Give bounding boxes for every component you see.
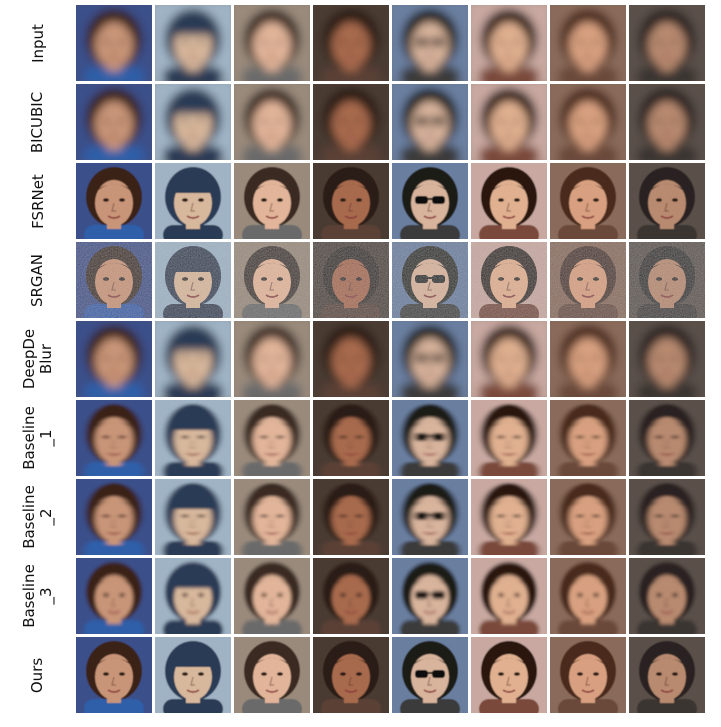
face-image: [550, 242, 626, 318]
face-image: [234, 321, 310, 397]
face-image: [629, 163, 705, 239]
face-image: [471, 400, 547, 476]
face-image: [313, 321, 389, 397]
row-label: FSRNet: [0, 163, 76, 239]
face-image: [234, 479, 310, 555]
row-label: Baseline _2: [0, 479, 76, 555]
face-image: [392, 84, 468, 160]
row-label-text: Ours: [28, 657, 47, 693]
face-image: [155, 558, 231, 634]
face-image: [629, 321, 705, 397]
face-image: [392, 5, 468, 81]
row-label-text: Baseline _2: [19, 485, 55, 549]
face-image: [471, 163, 547, 239]
face-image: [471, 637, 547, 713]
face-image: [629, 637, 705, 713]
face-image: [629, 84, 705, 160]
face-image: [550, 637, 626, 713]
row-label: Baseline _3: [0, 558, 76, 634]
face-image: [313, 5, 389, 81]
face-image: [313, 479, 389, 555]
row-label: DeepDe Blur: [0, 321, 76, 397]
face-image: [313, 558, 389, 634]
row-label-text: SRGAN: [28, 253, 47, 307]
face-image: [313, 163, 389, 239]
face-image: [471, 5, 547, 81]
row-label: Input: [0, 5, 76, 81]
face-image: [392, 637, 468, 713]
face-image: [76, 84, 152, 160]
face-image: [629, 558, 705, 634]
face-image: [313, 84, 389, 160]
face-image: [392, 321, 468, 397]
face-image: [234, 400, 310, 476]
row-label: Ours: [0, 637, 76, 713]
face-image: [471, 558, 547, 634]
face-image: [234, 637, 310, 713]
face-image: [76, 242, 152, 318]
row-label-text: Baseline _1: [19, 406, 55, 470]
face-image: [234, 242, 310, 318]
face-image: [155, 84, 231, 160]
face-image: [629, 5, 705, 81]
row-label-text: Input: [28, 23, 47, 63]
face-image: [76, 400, 152, 476]
row-label: SRGAN: [0, 242, 76, 318]
face-image: [392, 163, 468, 239]
face-image: [629, 400, 705, 476]
face-image: [550, 5, 626, 81]
face-image: [550, 163, 626, 239]
row-label-text: BICUBIC: [28, 91, 47, 153]
row-label-text: FSRNet: [28, 173, 47, 229]
face-image: [155, 163, 231, 239]
face-image: [550, 558, 626, 634]
face-image: [155, 479, 231, 555]
face-image: [550, 479, 626, 555]
face-image: [629, 242, 705, 318]
face-image: [76, 5, 152, 81]
face-image: [155, 321, 231, 397]
face-image: [234, 5, 310, 81]
face-image: [155, 5, 231, 81]
face-image: [76, 558, 152, 634]
face-image: [234, 84, 310, 160]
face-image: [471, 321, 547, 397]
face-image: [392, 242, 468, 318]
face-image: [392, 400, 468, 476]
face-image: [313, 242, 389, 318]
face-image: [76, 637, 152, 713]
face-image: [550, 321, 626, 397]
row-label-text: Baseline _3: [19, 564, 55, 628]
face-image: [234, 163, 310, 239]
face-image: [76, 479, 152, 555]
face-image: [471, 84, 547, 160]
face-image: [313, 400, 389, 476]
face-image: [76, 163, 152, 239]
row-label: BICUBIC: [0, 84, 76, 160]
face-image: [550, 84, 626, 160]
row-label: Baseline _1: [0, 400, 76, 476]
face-image: [392, 479, 468, 555]
face-image: [392, 558, 468, 634]
face-image: [76, 321, 152, 397]
face-image: [550, 400, 626, 476]
face-image: [471, 242, 547, 318]
face-image: [471, 479, 547, 555]
face-image: [155, 242, 231, 318]
face-image: [313, 637, 389, 713]
row-label-text: DeepDe Blur: [20, 328, 55, 390]
face-image: [629, 479, 705, 555]
face-image: [155, 400, 231, 476]
face-image: [155, 637, 231, 713]
face-image: [234, 558, 310, 634]
